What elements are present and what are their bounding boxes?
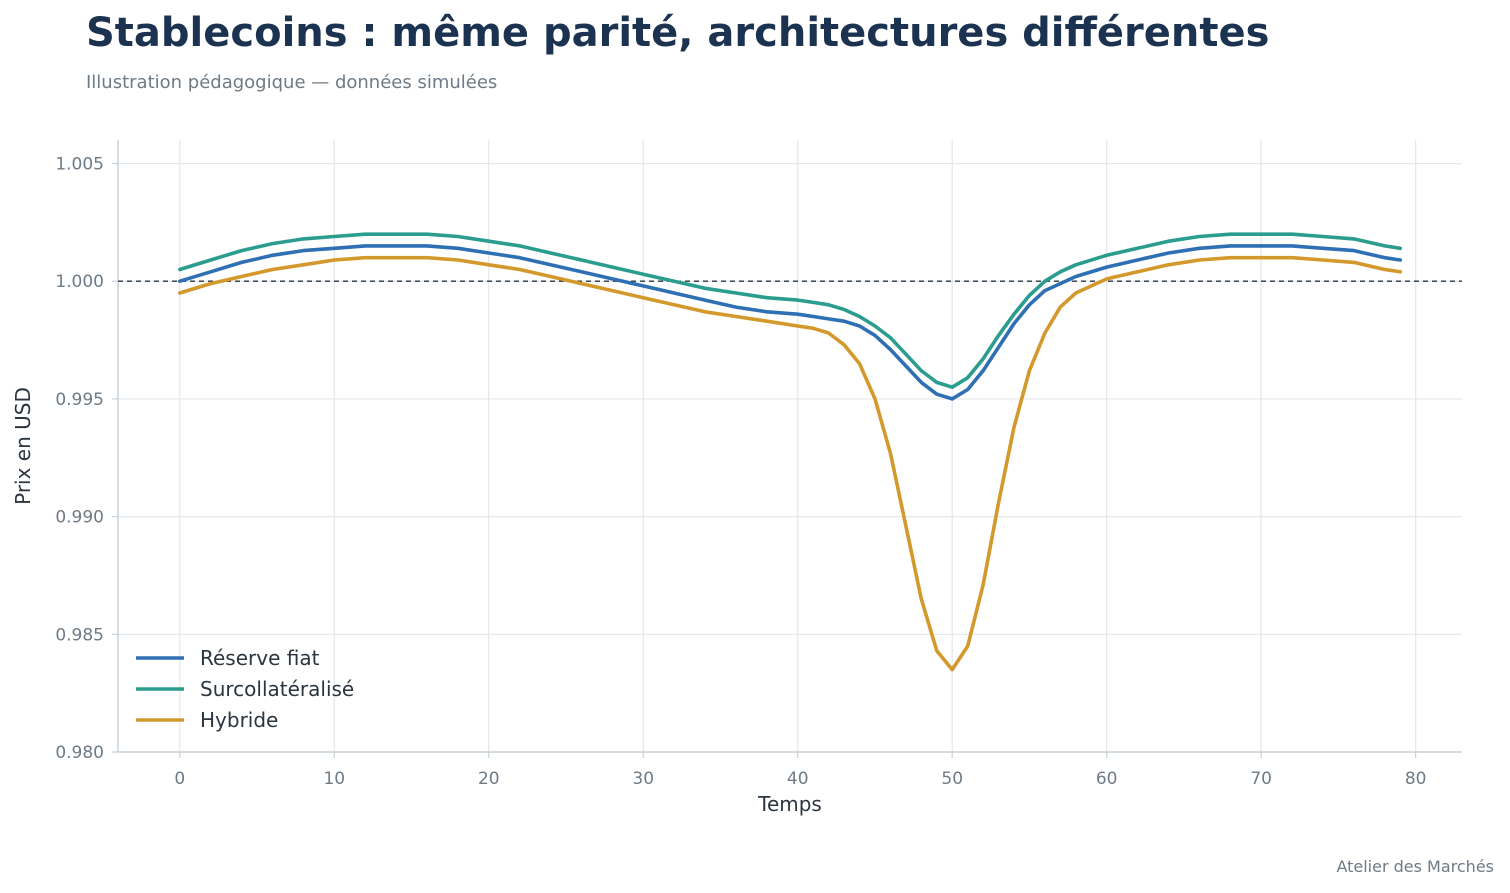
x-tick-label: 10 [323, 769, 345, 789]
legend-label: Hybride [200, 708, 278, 732]
series-line-1 [178, 244, 1402, 401]
x-tick-label: 70 [1250, 769, 1272, 789]
grid [118, 140, 1462, 753]
series-line-3 [178, 255, 1402, 672]
x-tick-label: 50 [941, 769, 963, 789]
y-tick-label: 0.995 [55, 390, 104, 410]
x-tick-label: 60 [1096, 769, 1118, 789]
y-axis-label: Prix en USD [11, 387, 35, 505]
x-tick-label: 40 [787, 769, 809, 789]
axes [117, 140, 1462, 753]
x-tick-label: 20 [478, 769, 500, 789]
tick-labels: 0 10 20 30 40 50 60 70 80 0.980 0.985 0.990 0.995 1.0… [55, 155, 1426, 789]
legend-label: Surcollatéralisé [200, 677, 354, 701]
x-tick-label: 0 [174, 769, 185, 789]
x-tick-label: 80 [1405, 769, 1427, 789]
x-axis-label: Temps [757, 792, 822, 816]
x-tick-label: 30 [632, 769, 654, 789]
y-tick-label: 1.005 [55, 155, 104, 175]
legend-label: Réserve fiat [200, 646, 320, 670]
series-line-2 [178, 232, 1402, 390]
legend: Réserve fiat Surcollatéralisé Hybride [136, 646, 354, 732]
chart-title: Stablecoins : même parité, architectures… [86, 10, 1270, 56]
y-tick-label: 0.980 [55, 743, 104, 763]
series-lines [178, 232, 1402, 672]
chart-subtitle: Illustration pédagogique — données simul… [86, 72, 498, 93]
y-tick-label: 0.990 [55, 508, 104, 528]
y-tick-label: 1.000 [55, 272, 104, 292]
source-credit: Atelier des Marchés [1336, 857, 1494, 876]
y-tick-label: 0.985 [55, 625, 104, 645]
